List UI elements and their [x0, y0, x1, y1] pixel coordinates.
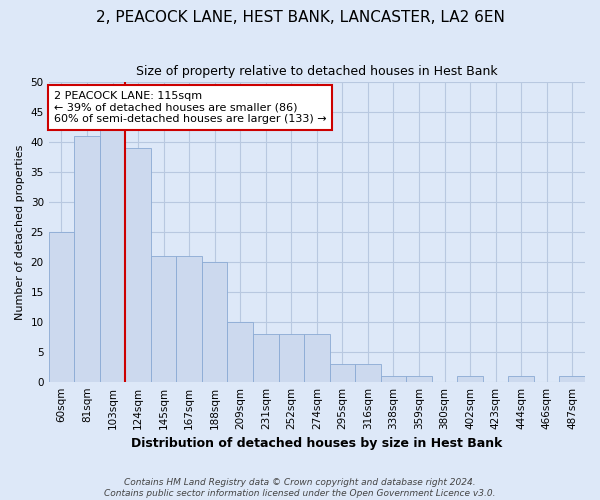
Bar: [559, 376, 585, 382]
Bar: [74, 136, 100, 382]
Bar: [329, 364, 355, 382]
Bar: [457, 376, 483, 382]
Bar: [49, 232, 74, 382]
Text: 2 PEACOCK LANE: 115sqm
← 39% of detached houses are smaller (86)
60% of semi-det: 2 PEACOCK LANE: 115sqm ← 39% of detached…: [54, 91, 326, 124]
Bar: [176, 256, 202, 382]
X-axis label: Distribution of detached houses by size in Hest Bank: Distribution of detached houses by size …: [131, 437, 503, 450]
Bar: [227, 322, 253, 382]
Bar: [100, 130, 125, 382]
Bar: [202, 262, 227, 382]
Bar: [151, 256, 176, 382]
Title: Size of property relative to detached houses in Hest Bank: Size of property relative to detached ho…: [136, 65, 497, 78]
Bar: [304, 334, 329, 382]
Text: 2, PEACOCK LANE, HEST BANK, LANCASTER, LA2 6EN: 2, PEACOCK LANE, HEST BANK, LANCASTER, L…: [95, 10, 505, 25]
Bar: [125, 148, 151, 382]
Bar: [406, 376, 432, 382]
Bar: [253, 334, 278, 382]
Bar: [278, 334, 304, 382]
Bar: [508, 376, 534, 382]
Bar: [380, 376, 406, 382]
Y-axis label: Number of detached properties: Number of detached properties: [15, 144, 25, 320]
Bar: [355, 364, 380, 382]
Text: Contains HM Land Registry data © Crown copyright and database right 2024.
Contai: Contains HM Land Registry data © Crown c…: [104, 478, 496, 498]
